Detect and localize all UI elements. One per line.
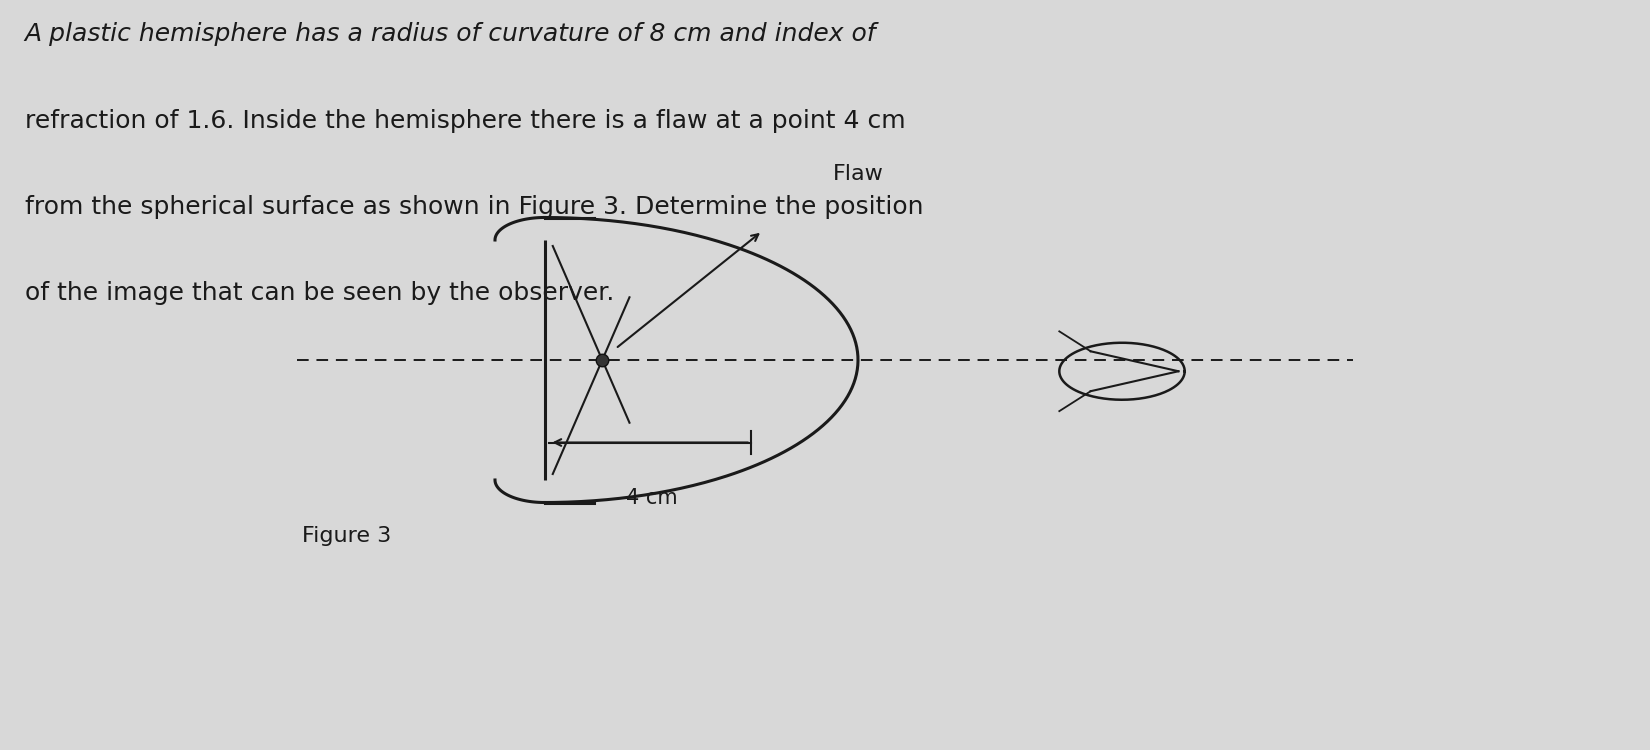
Text: Figure 3: Figure 3	[302, 526, 391, 546]
Text: A plastic hemisphere has a radius of curvature of 8 cm and index of: A plastic hemisphere has a radius of cur…	[25, 22, 876, 46]
Text: 4 cm: 4 cm	[625, 488, 678, 508]
Text: from the spherical surface as shown in Figure 3. Determine the position: from the spherical surface as shown in F…	[25, 195, 924, 219]
Text: Flaw: Flaw	[833, 164, 884, 184]
Text: of the image that can be seen by the observer.: of the image that can be seen by the obs…	[25, 281, 614, 305]
Text: refraction of 1.6. Inside the hemisphere there is a flaw at a point 4 cm: refraction of 1.6. Inside the hemisphere…	[25, 109, 906, 133]
